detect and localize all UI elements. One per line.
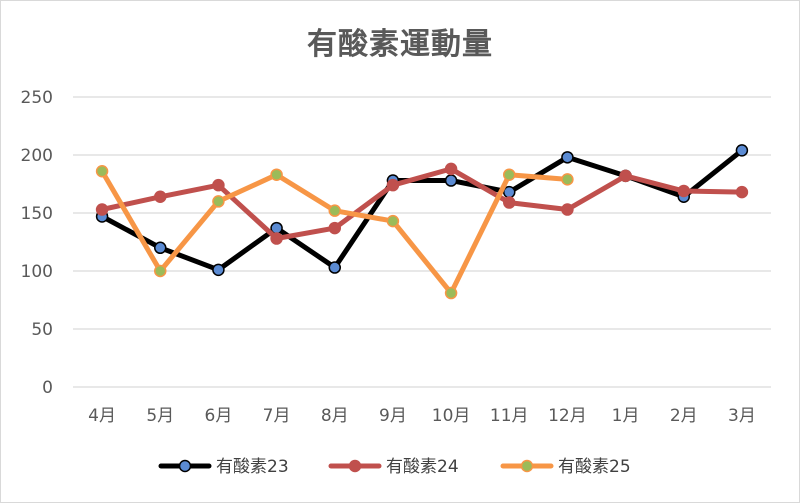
series-3 [95,164,574,300]
data-point [95,164,109,178]
series-line [99,166,745,241]
legend-swatch-marker [178,459,192,473]
legend-item: 有酸素24 [328,457,459,477]
data-point [154,241,167,255]
legend-label: 有酸素24 [386,457,459,477]
x-tick-label: 6月 [205,406,233,426]
legend-item: 有酸素23 [158,457,289,477]
x-tick-label: 2月 [670,406,698,426]
legend-swatch-marker [348,459,362,473]
data-point [561,173,574,186]
x-tick-label: 10月 [432,406,471,426]
x-tick-label: 7月 [263,406,291,426]
grid-lines [73,96,771,388]
data-point [444,162,458,176]
x-tick-label: 12月 [548,406,587,426]
x-tick-label: 3月 [728,406,756,426]
x-axis-ticks: 4月 5月 6月 7月 8月 9月 10月 11月 12月 1月 2月 3月 [88,406,756,426]
y-tick-label: 150 [21,204,53,224]
data-point [735,185,749,199]
data-point [444,174,458,187]
x-tick-label: 4月 [88,406,116,426]
series-line [99,147,745,273]
data-point [95,203,109,216]
data-point [212,178,225,192]
data-point [328,204,341,217]
legend-label: 有酸素23 [216,457,289,477]
data-point [503,168,516,181]
data-point [154,264,167,278]
data-point [503,196,516,209]
y-tick-label: 0 [42,378,53,398]
x-tick-label: 1月 [612,406,640,426]
x-tick-label: 8月 [321,406,349,426]
legend: 有酸素23 有酸素24 有酸素25 [158,457,631,477]
x-tick-label: 5月 [146,406,174,426]
y-tick-label: 200 [21,146,53,166]
legend-label: 有酸素25 [558,457,631,477]
series-group [95,144,749,300]
y-axis-ticks: 0 50 100 150 200 250 [21,88,53,398]
data-point [619,169,632,183]
x-tick-label: 11月 [490,406,529,426]
legend-swatch-marker [520,459,534,473]
data-point [328,221,341,235]
x-tick-label: 9月 [379,406,407,426]
y-tick-label: 250 [21,88,53,108]
data-point [328,261,341,274]
data-point [677,184,690,198]
data-point [270,168,283,181]
data-point [270,232,283,245]
chart-title: 有酸素運動量 [307,27,493,62]
data-point [444,286,458,300]
data-point [561,151,574,164]
data-point [154,190,167,204]
series-2 [95,162,749,245]
data-point [212,195,225,208]
y-tick-label: 50 [31,320,53,340]
data-point [386,214,400,228]
data-point [386,178,400,192]
y-tick-label: 100 [21,262,53,282]
data-point [212,263,225,277]
data-point [561,203,574,216]
data-point [735,144,749,157]
legend-item: 有酸素25 [500,457,631,477]
